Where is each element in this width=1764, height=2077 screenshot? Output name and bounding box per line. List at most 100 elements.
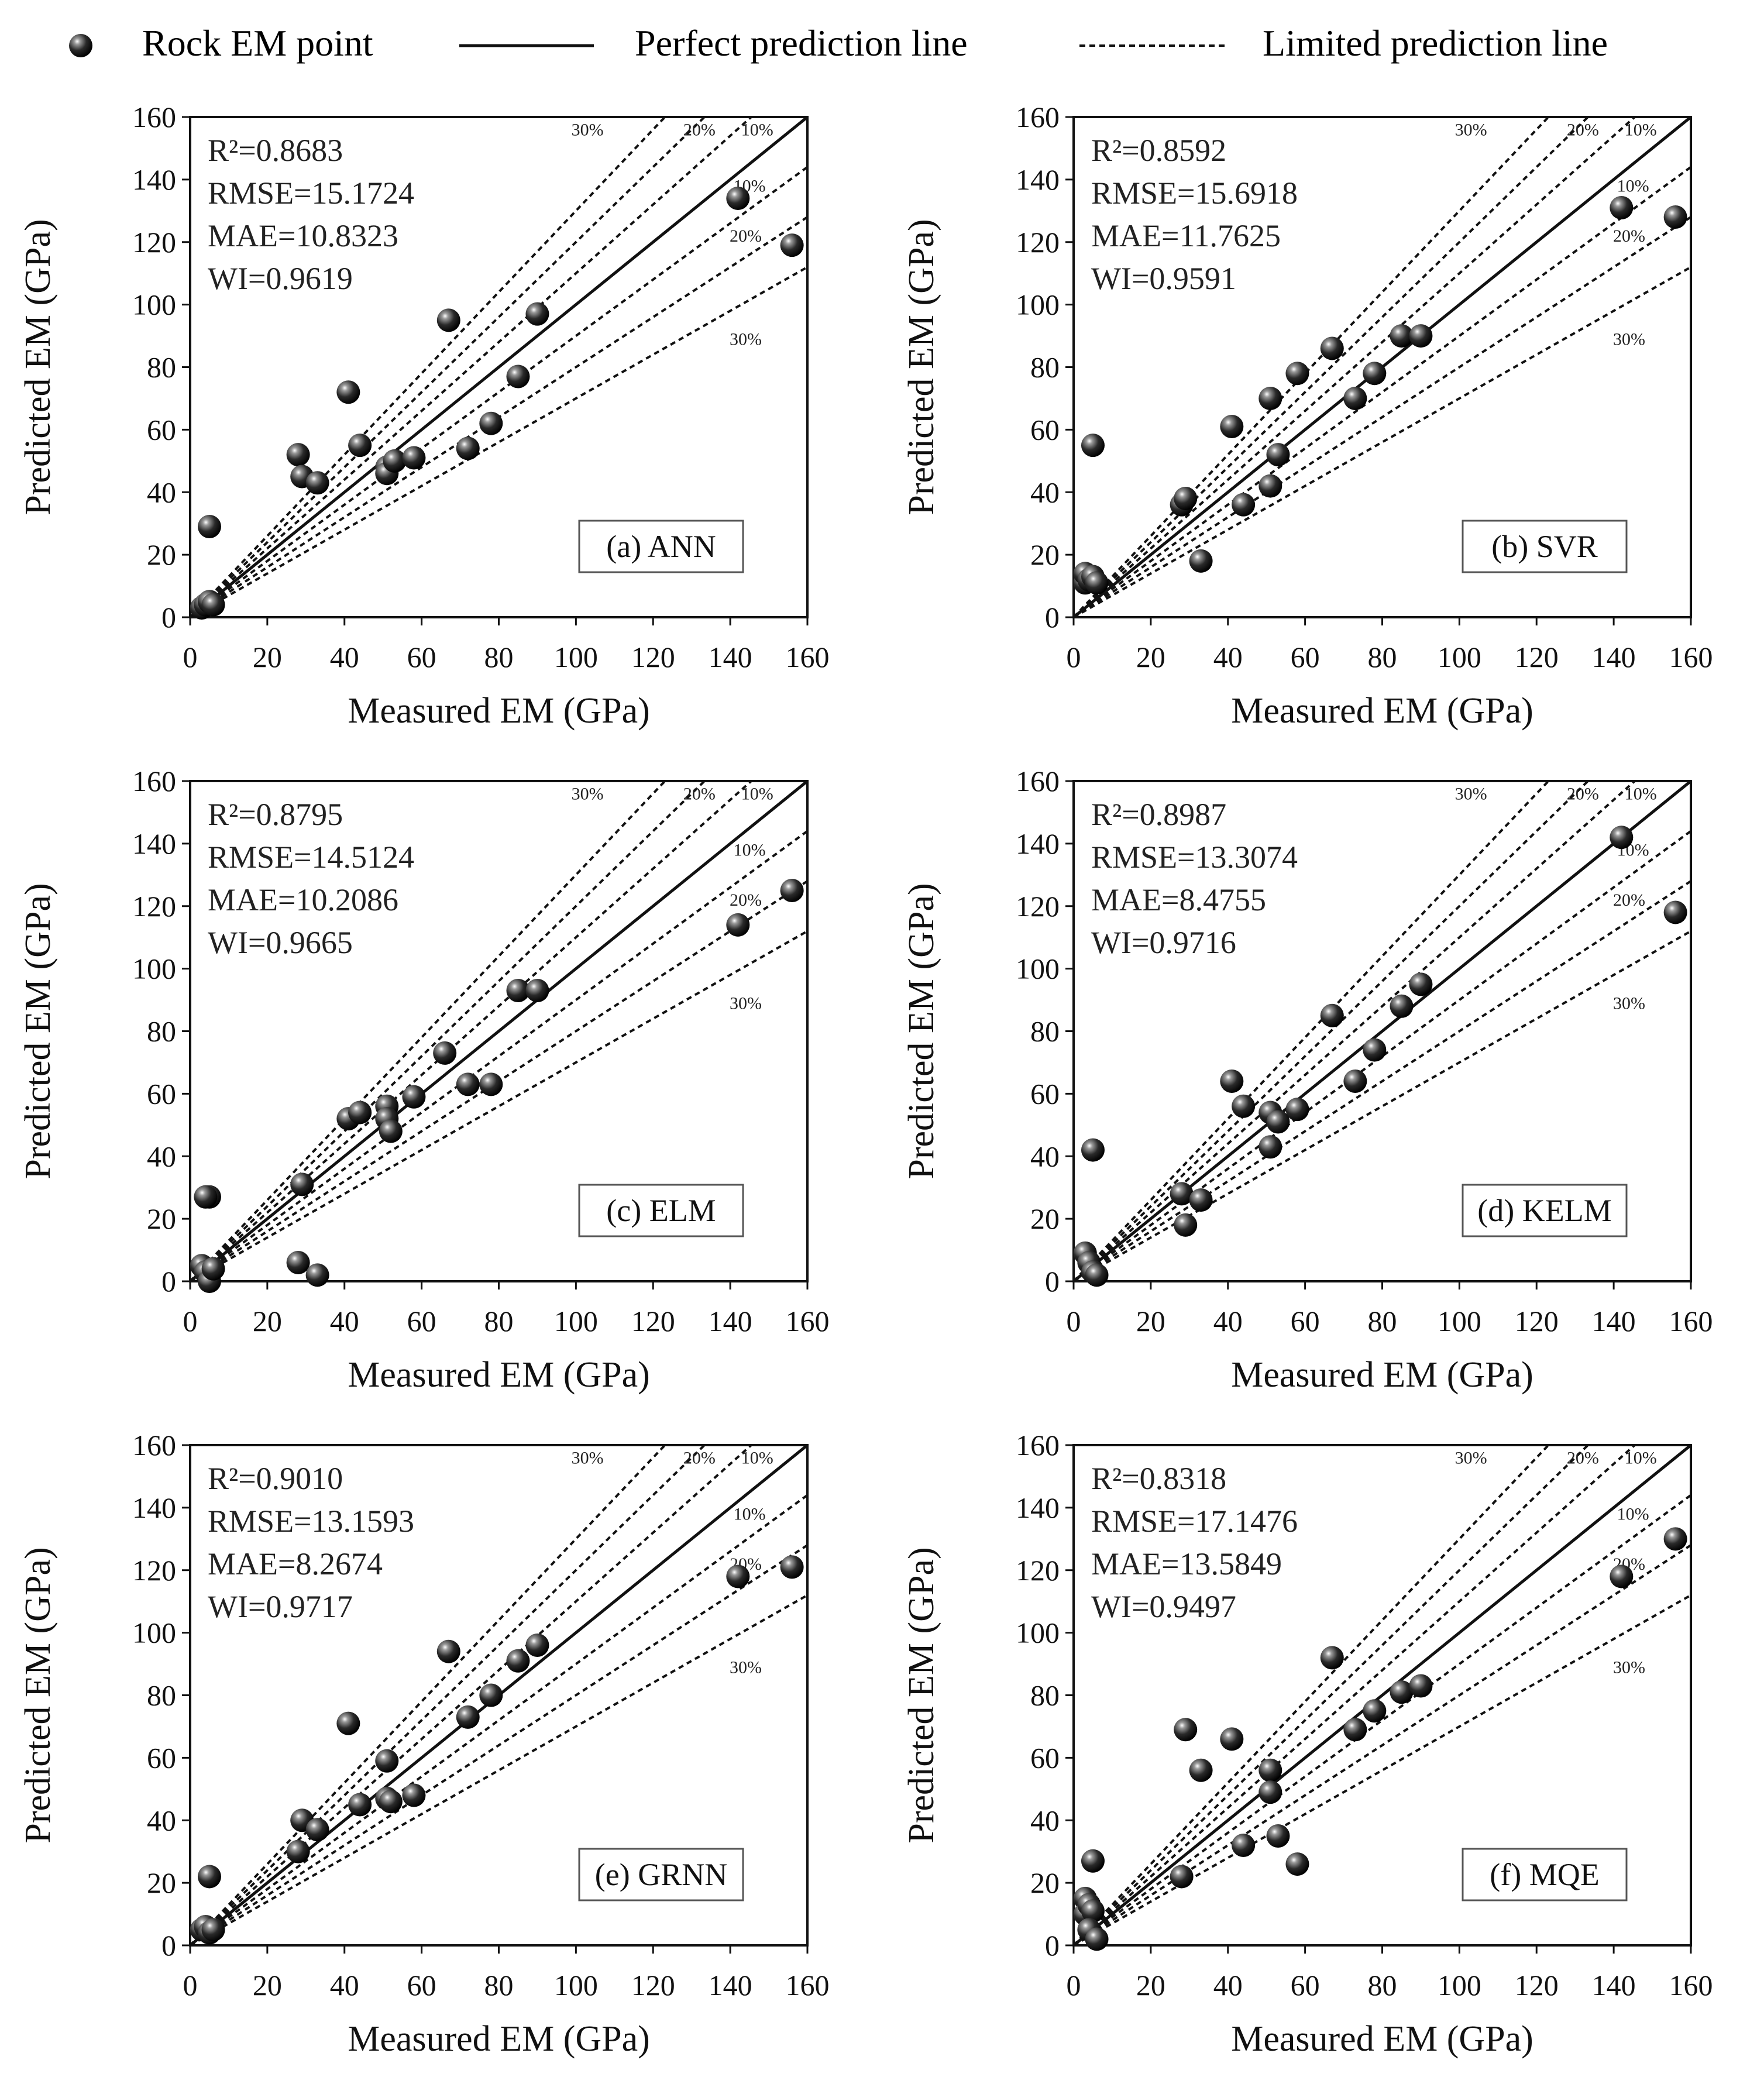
limited-line-minus-30 — [190, 1594, 807, 1945]
y-axis-title: Predicted EM (GPa) — [18, 1547, 58, 1843]
metric-line: R²=0.8683 — [208, 133, 343, 168]
data-point — [1390, 994, 1414, 1018]
y-tick-label: 20 — [1030, 538, 1060, 571]
limited-line-minus-10 — [190, 166, 807, 617]
percent-label: 10% — [741, 120, 773, 139]
x-tick-label: 80 — [1368, 641, 1397, 673]
scatter-panel-elm: 30% 20% 10% 10% 20% 30% 0 0 20 20 40 40 60 60 80 80 100 1… — [0, 752, 878, 1413]
x-axis-title: Measured EM (GPa) — [348, 1355, 650, 1395]
metric-line: WI=0.9497 — [1091, 1589, 1236, 1624]
x-tick-label: 160 — [786, 641, 830, 673]
limited-line-minus-30 — [1074, 266, 1691, 617]
y-tick-label: 60 — [1030, 1741, 1060, 1774]
data-point — [1363, 1699, 1387, 1723]
y-tick-label: 140 — [1016, 163, 1060, 196]
x-tick-label: 80 — [484, 1305, 514, 1337]
data-point — [780, 233, 804, 257]
data-point — [1258, 1135, 1282, 1159]
limited-line-plus-10 — [1074, 117, 1637, 617]
data-point — [726, 186, 750, 210]
data-point — [1085, 571, 1109, 595]
metric-line: R²=0.9010 — [208, 1461, 343, 1496]
data-point — [456, 436, 480, 460]
metric-line: MAE=10.8323 — [208, 218, 398, 253]
limited-line-minus-10 — [190, 1494, 807, 1945]
metric-line: RMSE=17.1476 — [1091, 1504, 1298, 1539]
x-tick-label: 20 — [253, 1969, 282, 2002]
x-tick-label: 40 — [1213, 1969, 1243, 2002]
data-point — [525, 1634, 549, 1657]
metric-line: WI=0.9619 — [208, 261, 353, 296]
y-tick-label: 40 — [147, 1804, 176, 1837]
metric-line: MAE=8.4755 — [1091, 882, 1266, 917]
data-point — [479, 411, 503, 435]
limited-line-minus-10 — [1074, 830, 1691, 1281]
x-axis-title: Measured EM (GPa) — [1231, 691, 1533, 731]
data-point — [1610, 826, 1634, 850]
percent-label: 30% — [572, 1448, 604, 1467]
metric-line: RMSE=14.5124 — [208, 840, 414, 875]
data-point — [456, 1705, 480, 1729]
data-point — [1409, 972, 1433, 996]
x-tick-label: 160 — [1669, 1305, 1713, 1337]
data-point — [1081, 434, 1105, 458]
x-tick-label: 20 — [253, 1305, 282, 1337]
scatter-panel-ann: 30% 20% 10% 10% 20% 30% 0 0 20 20 40 40 60 60 80 80 100 1… — [0, 88, 878, 749]
percent-label: 20% — [1613, 226, 1645, 246]
percent-label: 30% — [1613, 993, 1645, 1013]
data-point — [780, 879, 804, 903]
data-point — [1610, 1564, 1634, 1588]
data-point — [479, 1072, 503, 1096]
x-tick-label: 120 — [631, 1305, 675, 1337]
limited-line-minus-10 — [1074, 166, 1691, 617]
data-point — [1170, 1182, 1194, 1206]
y-tick-label: 0 — [1045, 601, 1060, 634]
data-point — [726, 913, 750, 937]
metric-line: MAE=10.2086 — [208, 882, 398, 917]
panel-label-box — [578, 520, 744, 573]
x-tick-label: 60 — [1291, 641, 1320, 673]
data-point — [286, 1250, 310, 1274]
data-point — [479, 1683, 503, 1707]
percent-label: 10% — [1617, 1505, 1649, 1524]
percent-label: 30% — [1455, 1448, 1487, 1467]
panel-label: (c) ELM — [606, 1193, 716, 1228]
x-tick-label: 140 — [1592, 641, 1636, 673]
metric-line: MAE=11.7625 — [1091, 218, 1281, 253]
x-tick-label: 40 — [1213, 1305, 1243, 1337]
x-axis-title: Measured EM (GPa) — [348, 2019, 650, 2059]
data-point — [1343, 386, 1367, 410]
limited-line-minus-20 — [1074, 880, 1691, 1281]
data-point — [436, 308, 460, 332]
panel-label-box — [1462, 520, 1628, 573]
data-point — [1285, 1098, 1309, 1122]
x-tick-label: 100 — [554, 1969, 598, 2002]
percent-label: 30% — [730, 1658, 762, 1677]
x-tick-label: 140 — [1592, 1305, 1636, 1337]
percent-label: 20% — [1613, 890, 1645, 910]
x-tick-label: 0 — [1067, 1969, 1081, 2002]
metric-line: WI=0.9591 — [1091, 261, 1236, 296]
limited-line-plus-10 — [190, 781, 754, 1281]
data-point — [506, 979, 530, 1003]
legend-perfect-label: Perfect prediction line — [635, 22, 968, 64]
y-tick-label: 40 — [147, 476, 176, 508]
data-point — [1174, 486, 1198, 510]
prediction-lines — [190, 117, 807, 617]
data-point — [1258, 1780, 1282, 1804]
metric-line: RMSE=15.6918 — [1091, 176, 1298, 211]
x-tick-label: 80 — [1368, 1305, 1397, 1337]
x-tick-label: 160 — [1669, 641, 1713, 673]
y-tick-label: 20 — [1030, 1866, 1060, 1899]
data-point — [336, 380, 360, 404]
y-tick-label: 160 — [1016, 101, 1060, 133]
y-tick-label: 140 — [1016, 1491, 1060, 1524]
limited-line-plus-10 — [190, 1445, 754, 1945]
percent-label: 20% — [1567, 784, 1599, 803]
data-point — [305, 471, 329, 495]
data-point — [780, 1555, 804, 1579]
y-tick-label: 160 — [1016, 765, 1060, 797]
data-point — [726, 1564, 750, 1588]
limited-line-minus-10 — [190, 830, 807, 1281]
y-tick-label: 80 — [1030, 351, 1060, 384]
